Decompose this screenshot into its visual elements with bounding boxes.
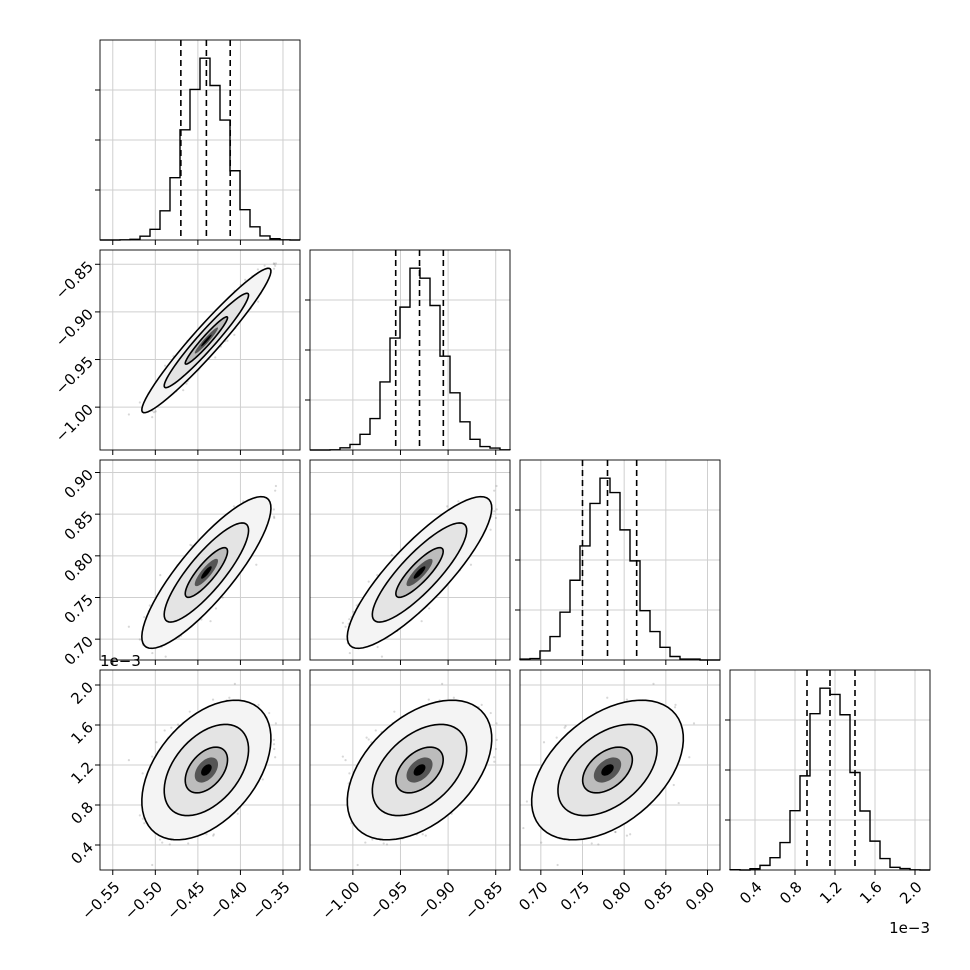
histogram-0-steps (100, 57, 300, 241)
sample-point (272, 508, 275, 511)
contour-line-2 (141, 267, 272, 414)
sample-point (200, 618, 203, 621)
histogram-panel-2 (515, 459, 721, 661)
sample-point (143, 616, 146, 619)
histogram-1-frame (309, 249, 511, 451)
panel-1-0-frame (99, 249, 301, 451)
sample-point (127, 413, 130, 416)
sample-point (274, 262, 277, 265)
sample-point (233, 333, 236, 336)
sample-point (273, 263, 276, 266)
sample-point (154, 410, 157, 413)
histogram-3-steps (729, 687, 930, 871)
sample-point (272, 267, 276, 270)
sample-point (256, 268, 259, 271)
sample-point (273, 516, 276, 520)
sample-point (189, 543, 192, 546)
histogram-3-frame (729, 669, 931, 871)
sample-point (138, 401, 141, 404)
sample-point (151, 416, 154, 419)
density-peak (201, 334, 212, 347)
sample-point (274, 489, 277, 492)
sample-point (226, 339, 229, 342)
sample-point (214, 356, 217, 359)
scatter-panel-1-0 (99, 249, 301, 451)
sample-point (214, 607, 218, 610)
sample-point (257, 300, 260, 303)
sample-point (263, 264, 266, 267)
sample-point (272, 262, 275, 265)
histogram-0-frame (99, 39, 301, 241)
sample-point (148, 604, 151, 607)
sample-point (209, 620, 212, 623)
sample-point (274, 264, 277, 267)
sample-point (182, 389, 185, 392)
histogram-panel-1 (305, 249, 511, 451)
sample-point (164, 364, 167, 367)
sample-point (244, 278, 247, 282)
sample-point (185, 382, 188, 385)
sample-point (255, 563, 258, 566)
histogram-1-steps (310, 267, 511, 451)
histogram-panel-3 (725, 669, 931, 871)
contour-line-1 (163, 292, 250, 389)
sample-point (274, 484, 277, 488)
sample-point (272, 515, 276, 518)
histogram-panel-0 (95, 39, 301, 241)
sample-point (159, 574, 162, 577)
contour-line-0 (184, 316, 229, 365)
histogram-2-steps (519, 477, 720, 661)
sample-point (152, 411, 156, 414)
sample-point (164, 655, 167, 658)
histogram-2-frame (519, 459, 721, 661)
scatter-panel-2-0 (99, 459, 301, 661)
